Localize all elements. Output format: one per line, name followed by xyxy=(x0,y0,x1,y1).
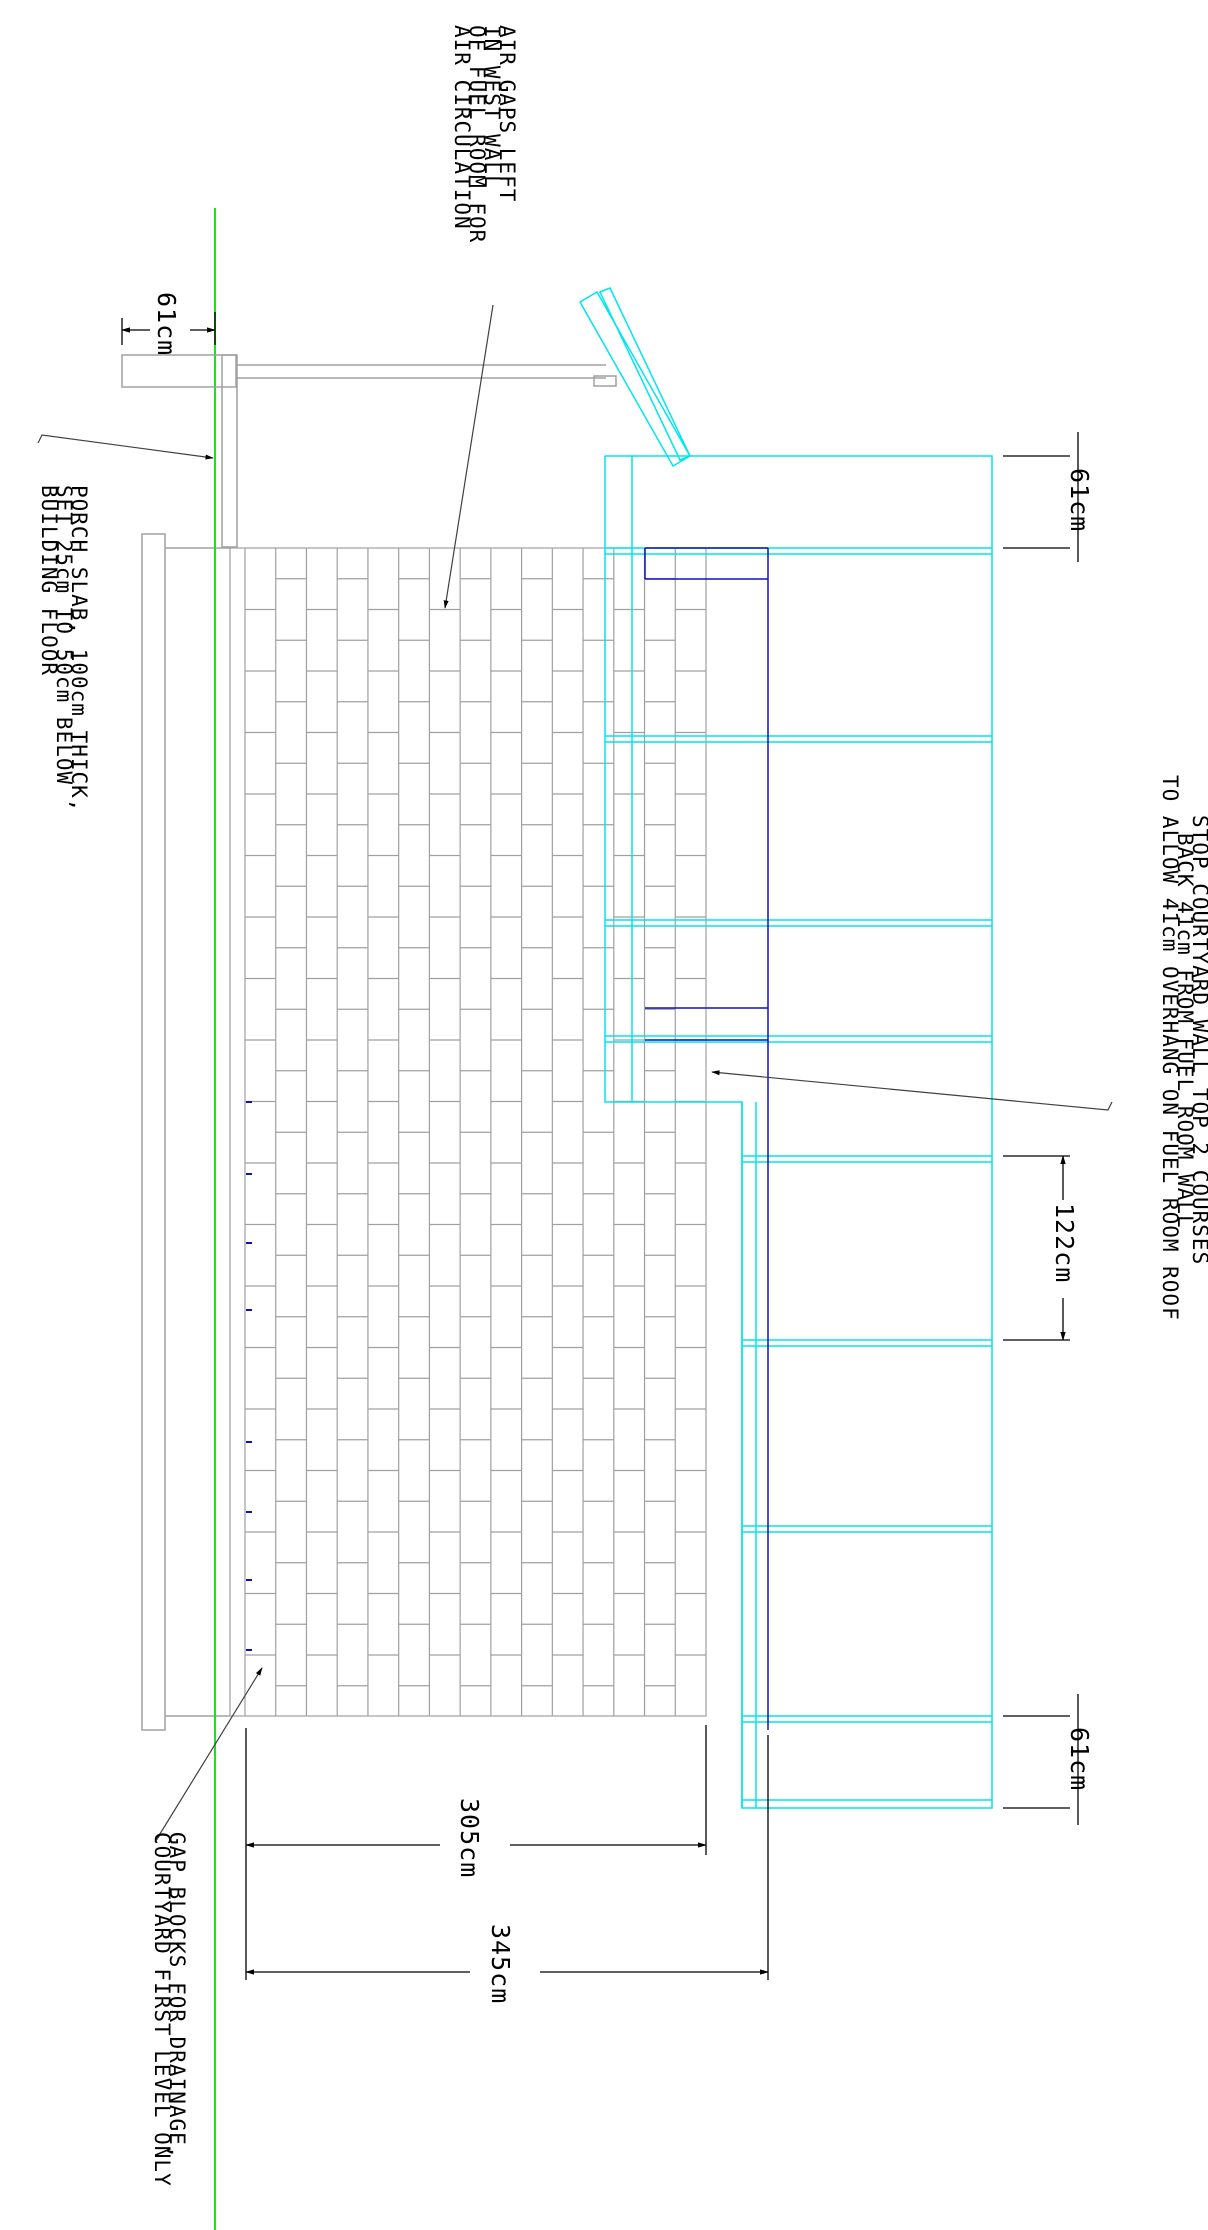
air-gaps-line-2: IN WEST WALL xyxy=(480,25,504,189)
fuel-room-inner-edge xyxy=(644,547,769,1730)
dim-courtyard-bottom: 61cm xyxy=(1065,1727,1094,1791)
fuel-room-roof xyxy=(121,354,617,548)
dim-total-depth-text: 345cm xyxy=(486,1924,515,2004)
air-gaps-line-3: OF FUEL ROOM FOR xyxy=(465,25,489,243)
drainage-gap-blocks xyxy=(246,1101,252,1651)
dim-courtyard-course: 122cm xyxy=(1050,1203,1079,1283)
porch-slab xyxy=(141,533,230,1731)
dim-roof-overhang-text: 61cm xyxy=(152,292,181,356)
dim-courtyard-top-text: 61cm xyxy=(1065,468,1094,532)
dim-courtyard-bottom-text: 61cm xyxy=(1065,1727,1094,1791)
porch-slab-line-3: BUILDING FLOOR xyxy=(37,485,61,676)
dim-fuel-room-depth: 305cm xyxy=(455,1798,484,1878)
dim-fuel-room-depth-text: 305cm xyxy=(455,1798,484,1878)
dimension-lines xyxy=(121,312,1079,1980)
block-courses xyxy=(245,548,706,1716)
leader-lines xyxy=(37,304,1113,1843)
stop-courtyard-line-1: STOP COURTYARD WALL TOP 2 COURSES xyxy=(1188,815,1208,1265)
gap-blocks-line-1: GAP BLOCKS FOR DRAINAGE, xyxy=(165,1832,189,2159)
fuel-room-wall xyxy=(229,547,707,1717)
dim-total-depth: 345cm xyxy=(486,1924,515,2004)
stop-courtyard-line-3: TO ALLOW 41cm OVERHANG ON FUEL ROOM ROOF xyxy=(1158,775,1182,1321)
dim-courtyard-top: 61cm xyxy=(1065,468,1094,532)
gap-blocks-line-2: COURTYARD FIRST LEVEL ONLY xyxy=(150,1832,174,2187)
air-gaps-line-1: AIR GAPS LEFT xyxy=(495,25,519,202)
label-stop-courtyard: STOP COURTYARD WALL TOP 2 COURSES BACK 4… xyxy=(1158,775,1208,1321)
stop-courtyard-line-2: BACK 41cm FROM FUEL ROOM WALL xyxy=(1173,833,1197,1229)
courtyard-wall xyxy=(604,455,993,1809)
porch-slab-line-2: SET 25cm TO 50cm BELOW xyxy=(52,485,76,785)
label-porch-slab: PORCH SLAB, 100cm THICK, SET 25cm TO 50c… xyxy=(37,485,91,812)
label-gap-blocks: GAP BLOCKS FOR DRAINAGE, COURTYARD FIRST… xyxy=(150,1832,189,2187)
porch-slab-line-1: PORCH SLAB, 100cm THICK, xyxy=(67,485,91,812)
label-air-gaps: AIR GAPS LEFT IN WEST WALL OF FUEL ROOM … xyxy=(450,25,519,243)
courtyard-roof-slope xyxy=(578,287,692,468)
dim-courtyard-course-text: 122cm xyxy=(1050,1203,1079,1283)
courtyard-courses xyxy=(605,547,992,1723)
dim-roof-overhang: 61cm xyxy=(152,292,181,356)
air-gaps-line-4: AIR CIRCULATION xyxy=(450,25,474,230)
